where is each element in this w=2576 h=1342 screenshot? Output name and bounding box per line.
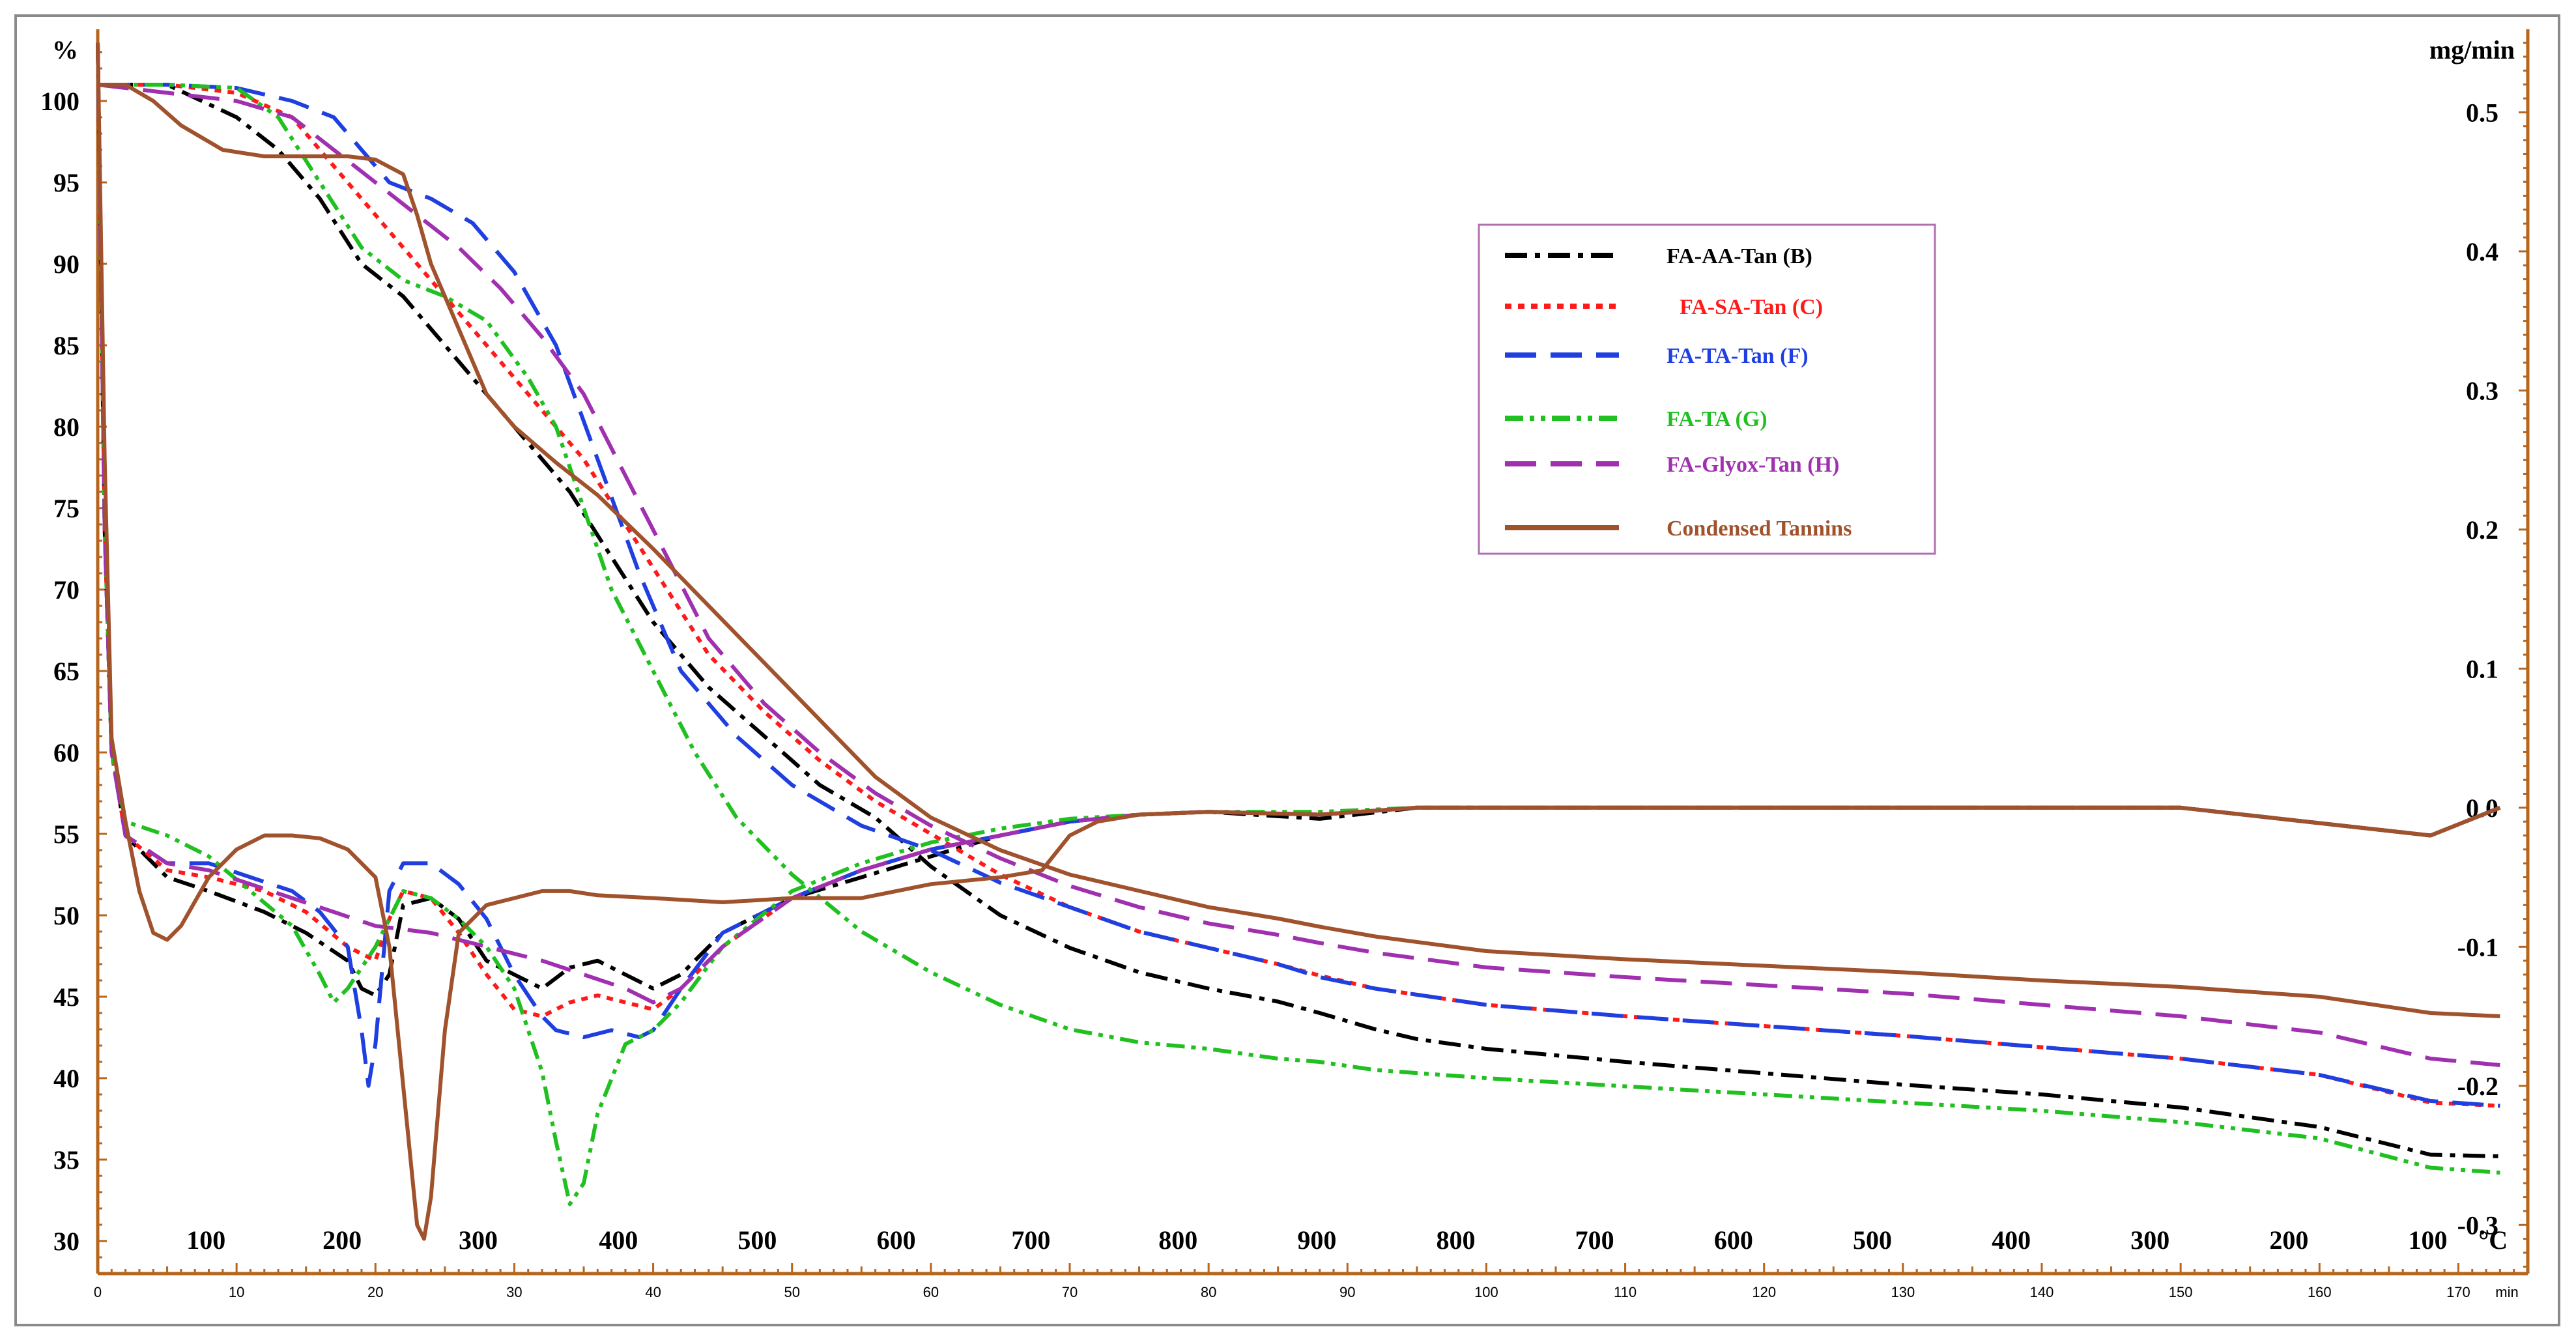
y-right-tick-label: -0.3 xyxy=(2457,1210,2498,1240)
y-left-tick-label: 55 xyxy=(53,820,79,849)
x-time-tick-label: 140 xyxy=(2030,1284,2054,1300)
x-time-tick-label: 110 xyxy=(1614,1284,1637,1300)
temperature-unit-label: °C xyxy=(2478,1225,2508,1255)
x-time-tick-label: 50 xyxy=(784,1284,799,1300)
temperature-tick-label: 800 xyxy=(1158,1225,1197,1255)
dtg-line-condensed-tannins xyxy=(96,42,2501,1241)
legend-label-fa-aa-tan-b: FA-AA-Tan (B) xyxy=(1667,244,1812,268)
y-left-tick-label: 75 xyxy=(53,494,79,523)
legend-box xyxy=(1478,223,1936,555)
y-left-tick-label: 30 xyxy=(53,1227,79,1256)
x-time-unit-label: min xyxy=(2495,1284,2518,1300)
tg-line-fa-aa-tan-b xyxy=(98,83,2500,1158)
y-left-tick-label: 80 xyxy=(53,412,79,442)
x-time-tick-label: 10 xyxy=(229,1284,244,1300)
y-right-tick-label: -0.1 xyxy=(2457,932,2498,962)
temperature-tick-label: 400 xyxy=(1992,1225,2031,1255)
temperature-tick-label: 300 xyxy=(2130,1225,2169,1255)
y-left-tick-label: 100 xyxy=(40,87,79,116)
y-right-tick-label: 0.4 xyxy=(2466,237,2498,266)
temperature-tick-label: 900 xyxy=(1297,1225,1336,1255)
y-left-tick-label: 40 xyxy=(53,1064,79,1093)
temperature-tick-label: 400 xyxy=(599,1225,638,1255)
legend-label-fa-ta-tan-f: FA-TA-Tan (F) xyxy=(1667,344,1809,368)
legend-label-fa-ta-g: FA-TA (G) xyxy=(1667,407,1767,431)
x-time-tick-label: 0 xyxy=(94,1284,102,1300)
x-time-tick-label: 80 xyxy=(1201,1284,1216,1300)
x-time-tick-label: 160 xyxy=(2308,1284,2332,1300)
x-time-tick-label: 100 xyxy=(1474,1284,1498,1300)
tg-line-fa-sa-tan-c xyxy=(98,83,2500,1108)
y-left-tick-label: 65 xyxy=(53,657,79,686)
temperature-tick-label: 700 xyxy=(1575,1225,1614,1255)
x-time-tick-label: 130 xyxy=(1891,1284,1915,1300)
tg-line-fa-glyox-tan-h xyxy=(97,83,2500,1067)
dtg-line-fa-sa-tan-c xyxy=(96,42,2501,1019)
y-left-tick-label: 50 xyxy=(53,901,79,930)
x-time-tick-label: 120 xyxy=(1752,1284,1776,1300)
temperature-tick-label: 600 xyxy=(877,1225,916,1255)
tg-line-fa-ta-g xyxy=(98,83,2500,1175)
x-time-tick-label: 40 xyxy=(645,1284,661,1300)
dtg-line-fa-ta-g xyxy=(96,42,2501,1206)
dtg-line-fa-glyox-tan-h xyxy=(96,42,2501,1005)
y-right-tick-label: 0.5 xyxy=(2466,98,2498,127)
temperature-tick-label: 700 xyxy=(1011,1225,1050,1255)
y-right-tick-label: 0.3 xyxy=(2466,376,2498,405)
y-left-tick-label: 35 xyxy=(53,1145,79,1175)
y-left-tick-label: 95 xyxy=(53,168,79,197)
x-time-tick-label: 20 xyxy=(367,1284,383,1300)
temperature-tick-label: 500 xyxy=(1853,1225,1892,1255)
y-right-unit-label: mg/min xyxy=(2429,35,2515,64)
y-right-tick-label: -0.2 xyxy=(2457,1072,2498,1101)
y-left-tick-label: 70 xyxy=(53,575,79,605)
temperature-tick-label: 300 xyxy=(459,1225,498,1255)
y-left-unit-label: % xyxy=(52,35,78,64)
temperature-tick-label: 100 xyxy=(2409,1225,2448,1255)
x-time-tick-label: 150 xyxy=(2169,1284,2193,1300)
temperature-tick-label: 800 xyxy=(1437,1225,1476,1255)
y-left-tick-label: 45 xyxy=(53,982,79,1012)
dtg-line-fa-aa-tan-b xyxy=(96,42,2501,997)
y-left-tick-label: 60 xyxy=(53,738,79,767)
temperature-tick-label: 600 xyxy=(1714,1225,1753,1255)
y-right-tick-label: 0.1 xyxy=(2466,654,2498,683)
legend-label-fa-sa-tan-c: FA-SA-Tan (C) xyxy=(1680,295,1823,319)
y-left-tick-label: 90 xyxy=(53,250,79,279)
tg-line-fa-ta-tan-f xyxy=(98,83,2500,1108)
y-right-tick-label: 0.2 xyxy=(2466,515,2498,545)
x-time-tick-label: 90 xyxy=(1339,1284,1355,1300)
x-time-tick-label: 60 xyxy=(923,1284,939,1300)
x-time-tick-label: 70 xyxy=(1062,1284,1078,1300)
x-time-tick-label: 30 xyxy=(506,1284,522,1300)
temperature-tick-label: 500 xyxy=(737,1225,777,1255)
y-left-tick-label: 85 xyxy=(53,331,79,360)
temperature-tick-label: 100 xyxy=(186,1225,225,1255)
legend-label-fa-glyox-tan-h: FA-Glyox-Tan (H) xyxy=(1667,453,1839,477)
legend-label-condensed-tannins: Condensed Tannins xyxy=(1667,517,1852,541)
temperature-tick-label: 200 xyxy=(322,1225,362,1255)
temperature-tick-label: 200 xyxy=(2269,1225,2308,1255)
x-time-tick-label: 170 xyxy=(2446,1284,2470,1300)
tg-line-condensed-tannins xyxy=(98,83,2500,1018)
